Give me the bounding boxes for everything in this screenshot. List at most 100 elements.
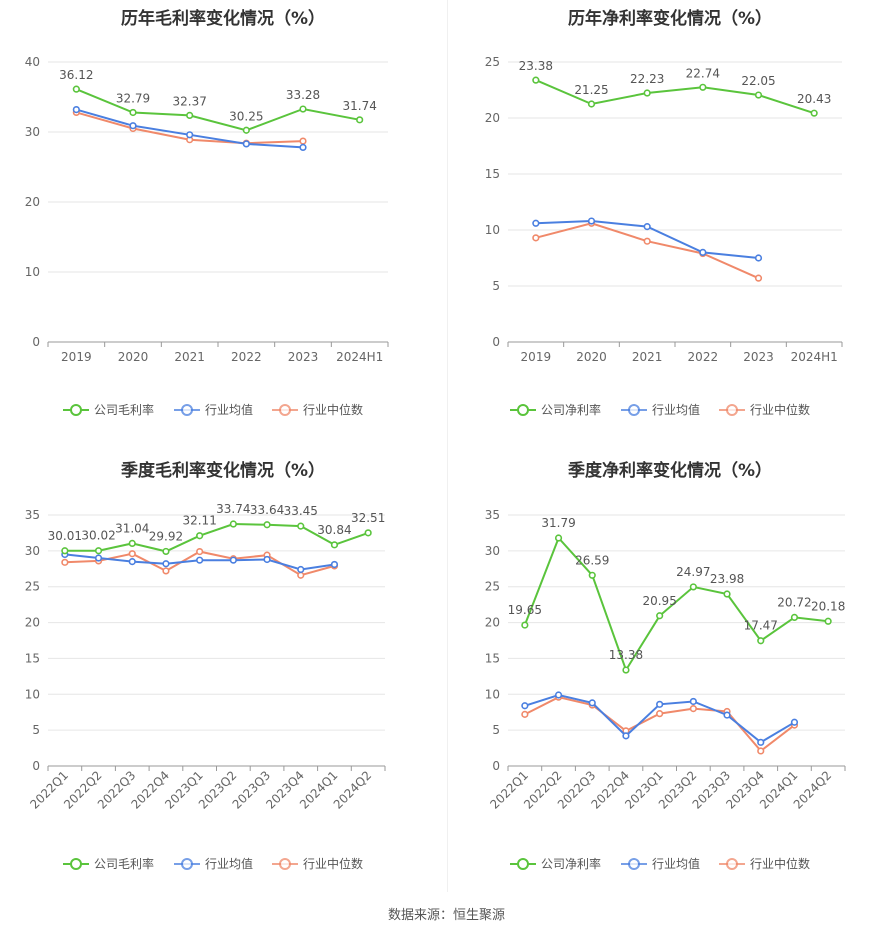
y-tick-label: 0 [492, 335, 500, 349]
y-tick-label: 15 [485, 651, 500, 665]
data-label: 22.23 [630, 72, 664, 86]
data-point [587, 217, 596, 225]
data-point [186, 131, 194, 139]
data-label: 24.97 [676, 565, 710, 579]
chart-panel-annual-gross-margin: 历年毛利率变化情况（%） 0 10 20 30 40 2019 2020 2021 2022 20… [0, 0, 446, 430]
data-label: 30.01 [48, 529, 82, 543]
data-point [128, 558, 136, 566]
data-label: 33.64 [250, 503, 284, 517]
data-point [656, 700, 664, 708]
data-point [229, 520, 237, 528]
data-point [532, 234, 540, 242]
data-point [297, 565, 305, 574]
x-tick-label: 2022 [231, 350, 262, 364]
data-label: 20.43 [797, 92, 831, 106]
chart-title: 季度毛利率变化情况（%） [120, 461, 326, 481]
data-point [299, 137, 307, 145]
data-label: 29.92 [149, 529, 183, 543]
legend-marker [517, 404, 529, 416]
y-tick-label: 10 [485, 687, 500, 701]
y-tick-label: 15 [485, 167, 500, 181]
x-tick-label: 2019 [61, 350, 92, 364]
legend-marker [726, 404, 738, 416]
series-line [535, 222, 759, 280]
data-label: 32.11 [182, 514, 216, 528]
y-tick-label: 25 [485, 580, 500, 594]
data-label: 31.79 [541, 516, 575, 530]
quarterly-gross-margin-chart: 051015202530352022Q12022Q22022Q32022Q420… [25, 502, 386, 871]
data-point [242, 140, 250, 148]
series-line [535, 79, 815, 115]
legend-label: 行业均值 [205, 402, 253, 417]
data-point [754, 274, 763, 282]
panel-divider [447, 0, 448, 892]
annual-net-margin-chart: 0 5 10 15 20 25 2019 2020 2021 2022 2023 2024H1 23.3… [485, 55, 843, 417]
data-point [699, 83, 707, 91]
chart-title: 历年毛利率变化情况（%） [120, 9, 326, 29]
legend-marker [726, 858, 738, 870]
data-source-note: 数据来源：恒生聚源 [387, 908, 505, 923]
data-point [587, 100, 596, 108]
legend-label: 公司毛利率 [94, 402, 154, 417]
data-point [356, 116, 364, 124]
y-tick-label: 20 [485, 616, 500, 630]
data-point [263, 521, 271, 529]
data-point [689, 705, 697, 713]
data-label: 22.74 [686, 66, 720, 80]
data-point [196, 556, 204, 564]
legend-label: 行业均值 [205, 856, 253, 871]
x-tick-label: 2024H1 [336, 350, 383, 364]
data-point [229, 556, 237, 564]
data-point [810, 109, 818, 117]
quarterly-net-margin-chart: 051015202530352022Q12022Q22022Q32022Q420… [485, 508, 846, 871]
data-label: 32.37 [172, 94, 206, 108]
chart-panel-quarterly-net-margin: 季度净利率变化情况（%） 0 5 10 15 20 25 30 35 2022Q1 2022Q2 2… [447, 452, 893, 892]
data-point [757, 738, 765, 746]
legend-label: 行业均值 [652, 856, 700, 871]
y-tick-label: 40 [25, 55, 40, 69]
y-tick-label: 0 [32, 759, 40, 773]
data-point [689, 697, 697, 706]
legend-label: 公司净利率 [541, 856, 601, 871]
data-point [554, 691, 563, 699]
data-point [162, 547, 170, 556]
data-label: 30.84 [317, 523, 351, 537]
legend-label: 行业中位数 [303, 402, 363, 417]
legend-label: 行业中位数 [303, 856, 363, 871]
x-tick-label: 2021 [632, 350, 663, 364]
data-point [330, 560, 339, 569]
data-label: 20.95 [642, 594, 676, 608]
y-tick-label: 30 [485, 544, 500, 558]
data-point [94, 554, 103, 562]
data-label: 17.47 [744, 619, 778, 633]
data-point [263, 555, 271, 564]
data-point [330, 541, 339, 549]
data-label: 33.28 [286, 88, 320, 102]
data-point [622, 666, 630, 674]
y-tick-label: 10 [25, 265, 40, 279]
data-label: 30.25 [229, 109, 263, 123]
data-point [521, 702, 529, 710]
data-point [72, 105, 80, 114]
series-line [523, 536, 829, 673]
data-label: 22.05 [741, 74, 775, 88]
data-point [196, 532, 204, 540]
y-tick-label: 25 [485, 55, 500, 69]
x-tick-label: 2022 [688, 350, 719, 364]
data-point [532, 219, 540, 227]
x-tick-label: 2024H1 [791, 350, 838, 364]
legend-label: 行业中位数 [750, 856, 810, 871]
legend-marker [70, 404, 82, 416]
legend-marker [279, 858, 291, 870]
data-point [299, 143, 307, 151]
y-tick-label: 30 [25, 544, 40, 558]
y-tick-label: 10 [485, 223, 500, 237]
data-point [532, 76, 540, 84]
data-point [94, 547, 103, 555]
data-point [129, 122, 137, 130]
data-point [297, 571, 305, 579]
data-point [689, 583, 697, 591]
data-label: 20.72 [777, 595, 811, 609]
data-label: 23.98 [710, 572, 744, 586]
legend-marker [181, 858, 193, 870]
